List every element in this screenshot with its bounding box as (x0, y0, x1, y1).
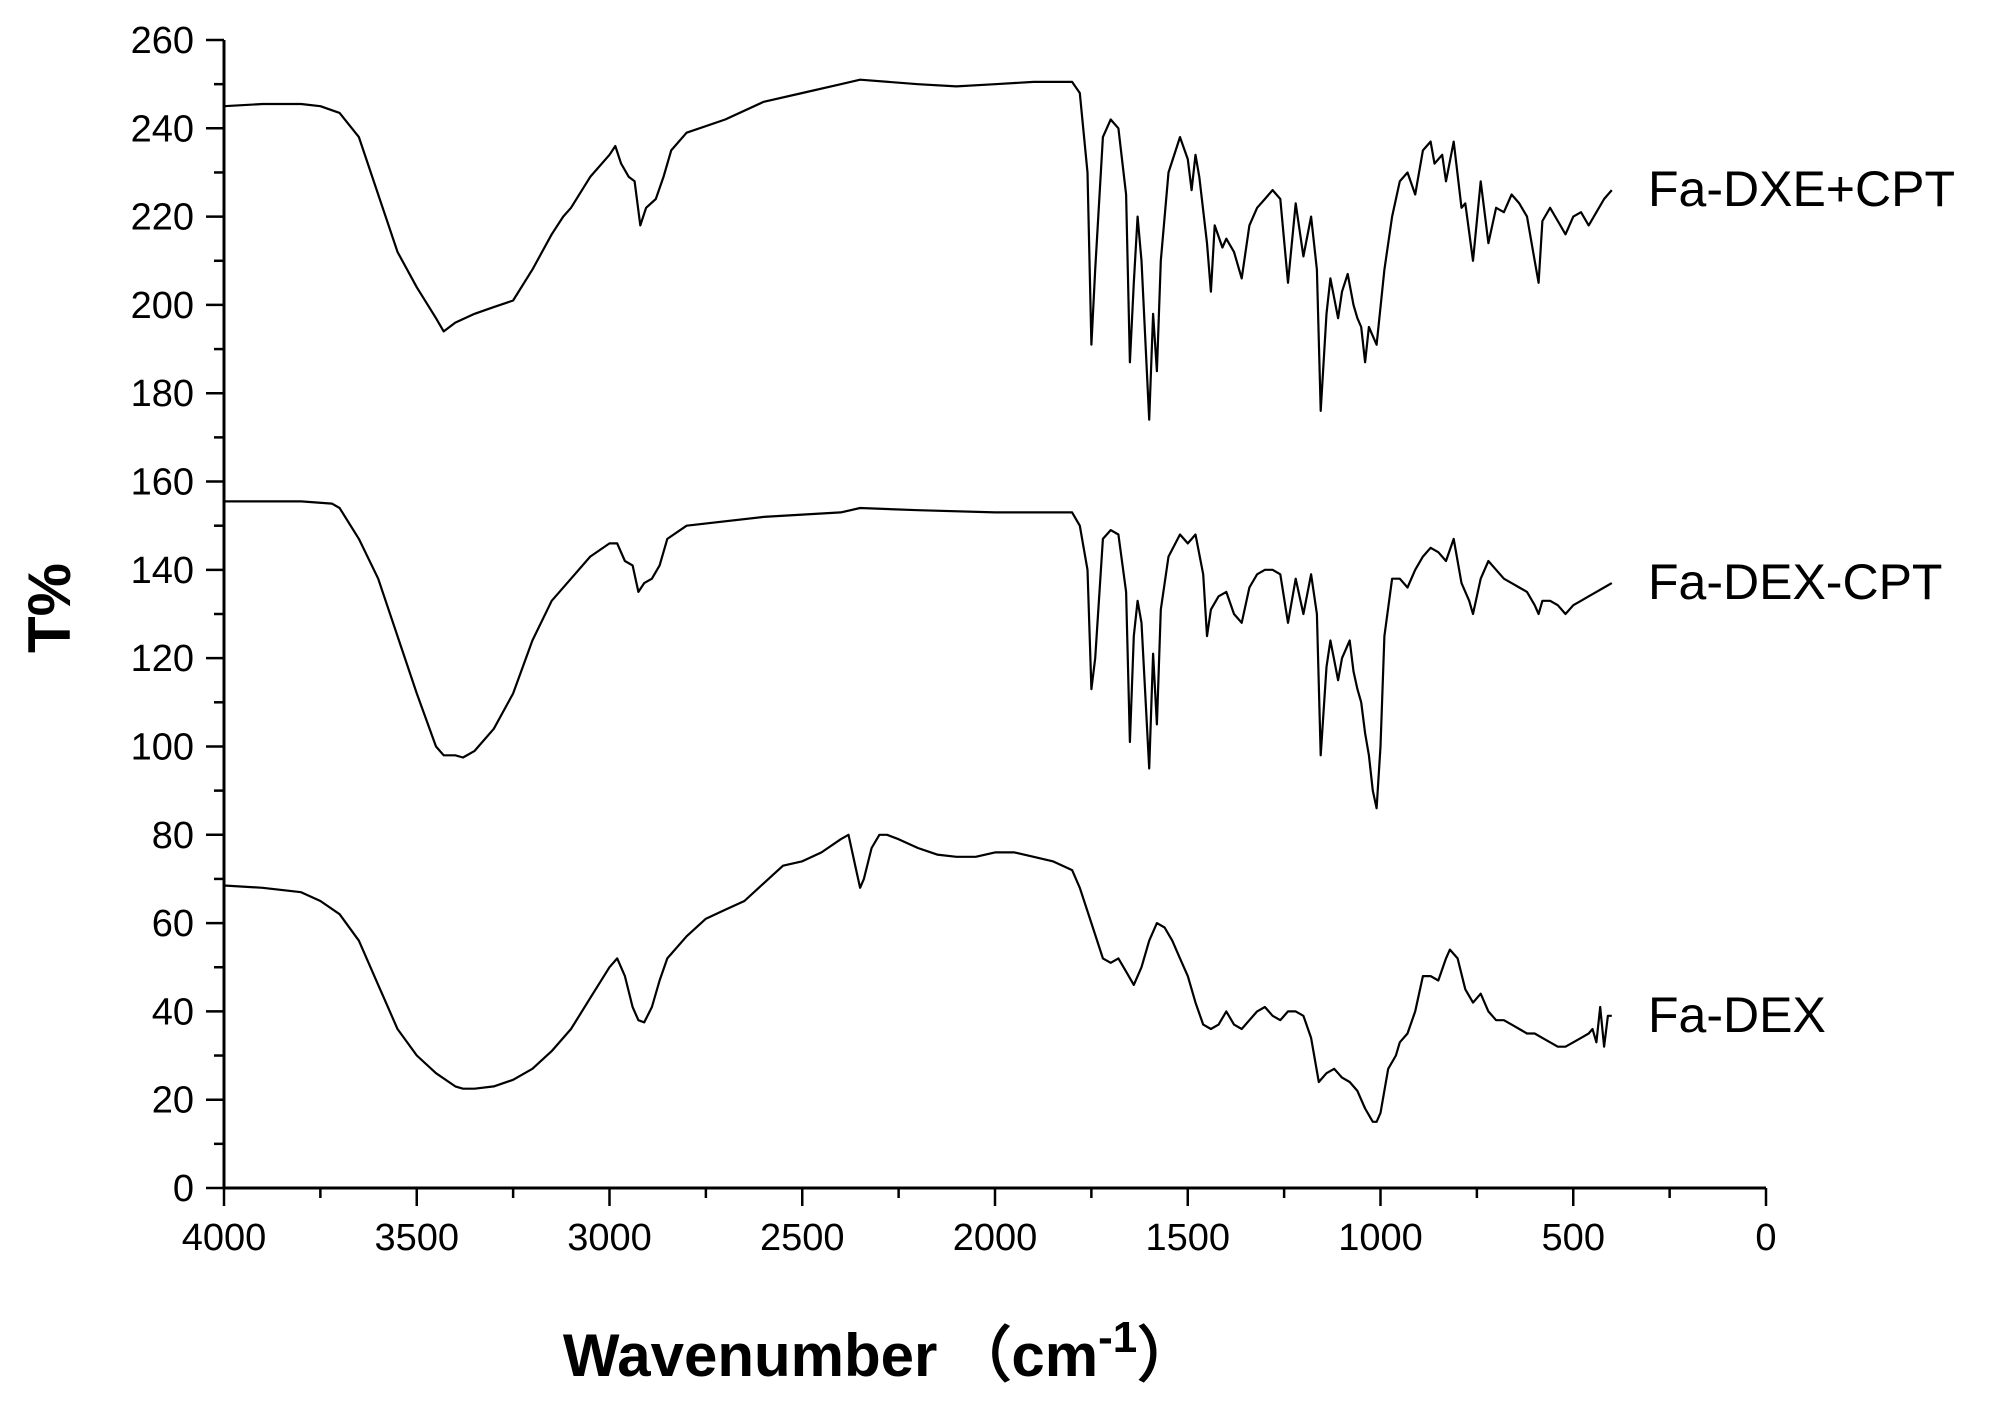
y-tick-label: 260 (131, 20, 194, 62)
y-tick-label: 40 (152, 991, 194, 1033)
x-tick-label: 1000 (1338, 1217, 1423, 1259)
x-tick-label: 2000 (953, 1217, 1038, 1259)
x-axis-title-unit-open: （cm (951, 1322, 1098, 1389)
x-tick-label: 0 (1755, 1217, 1776, 1259)
x-tick-label: 4000 (182, 1217, 267, 1259)
y-tick-label: 100 (131, 726, 194, 768)
y-axis: 0 20 40 60 80 100 120 140 160 180 200 220 240 260 (131, 20, 224, 1210)
series-label-0: Fa-DXE+CPT (1648, 161, 1955, 217)
y-tick-label: 240 (131, 108, 194, 150)
y-tick-label: 80 (152, 815, 194, 857)
series-line-2 (223, 833, 1612, 1123)
series-labels: Fa-DXE+CPT Fa-DEX-CPT Fa-DEX (1648, 161, 1955, 1043)
y-tick-label: 140 (131, 550, 194, 592)
x-axis-title-unit-exponent: -1 (1098, 1313, 1137, 1362)
x-axis: 4000 3500 3000 2500 2000 1500 1000 500 0 (182, 1188, 1777, 1259)
y-axis-title: T% (16, 563, 83, 653)
x-axis-title-main: Wavenumber (563, 1322, 938, 1389)
x-tick-label: 500 (1542, 1217, 1605, 1259)
series-label-1: Fa-DEX-CPT (1648, 554, 1942, 610)
x-tick-label: 3000 (567, 1217, 652, 1259)
y-tick-label: 0 (173, 1168, 194, 1210)
y-tick-label: 220 (131, 197, 194, 239)
y-tick-label: 120 (131, 638, 194, 680)
y-tick-label: 180 (131, 373, 194, 415)
series-line-0 (223, 78, 1613, 421)
y-tick-label: 60 (152, 903, 194, 945)
x-tick-label: 1500 (1145, 1217, 1230, 1259)
x-axis-title: Wavenumber （cm-1） (563, 1313, 1197, 1389)
x-tick-label: 3500 (374, 1217, 459, 1259)
x-tick-label: 2500 (760, 1217, 845, 1259)
y-tick-label: 20 (152, 1080, 194, 1122)
series-label-2: Fa-DEX (1648, 987, 1826, 1043)
x-axis-title-unit-close: ） (1137, 1322, 1197, 1389)
series-line-1 (224, 500, 1613, 810)
series-layer (223, 78, 1613, 1123)
plot-frame (222, 40, 1766, 1190)
y-tick-label: 160 (131, 462, 194, 504)
y-tick-label: 200 (131, 285, 194, 327)
